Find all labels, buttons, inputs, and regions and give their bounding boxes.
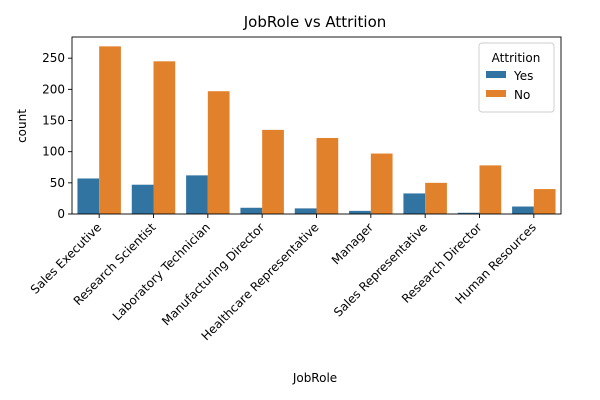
x-tick-label-sales-representative: Sales Representative xyxy=(331,220,430,319)
bar-yes-manufacturing-director xyxy=(240,207,263,214)
y-tick-label: 0 xyxy=(57,207,65,221)
bar-no-laboratory-technician xyxy=(207,91,230,214)
x-tick-label-healthcare-representative: Healthcare Representative xyxy=(199,220,322,343)
bar-yes-manager xyxy=(349,210,371,214)
y-tick-label: 100 xyxy=(42,145,65,159)
chart-title: JobRole vs Attrition xyxy=(243,13,387,31)
y-tick-label: 50 xyxy=(50,176,65,190)
bar-no-sales-executive xyxy=(99,46,121,215)
legend-label-no: No xyxy=(514,88,530,102)
legend-label-yes: Yes xyxy=(513,69,533,83)
bar-no-healthcare-representative xyxy=(316,137,339,214)
legend-title: Attrition xyxy=(492,51,541,65)
bar-no-research-director xyxy=(479,165,502,214)
bar-yes-human-resources xyxy=(512,206,534,214)
legend: Attrition Yes No xyxy=(478,42,555,113)
bar-no-research-scientist xyxy=(153,61,176,215)
bar-yes-research-director xyxy=(457,212,480,214)
bar-no-manager xyxy=(370,153,393,214)
bar-yes-sales-executive xyxy=(77,178,100,214)
x-tick-label-manager: Manager xyxy=(329,220,376,267)
y-axis-label: count xyxy=(15,109,29,143)
bar-no-sales-representative xyxy=(425,182,447,214)
y-tick-label: 150 xyxy=(42,114,65,128)
bar-no-human-resources xyxy=(533,189,556,214)
legend-swatch-yes xyxy=(486,71,506,78)
bars xyxy=(77,46,556,215)
axes-frame xyxy=(71,36,562,215)
bar-yes-healthcare-representative xyxy=(294,208,317,214)
bar-yes-research-scientist xyxy=(131,184,154,214)
y-tick-label: 250 xyxy=(42,51,65,65)
x-tick-label-laboratory-technician: Laboratory Technician xyxy=(110,220,213,323)
x-axis-label: JobRole xyxy=(292,371,337,385)
bar-no-manufacturing-director xyxy=(262,129,284,214)
y-tick-label: 200 xyxy=(42,82,65,96)
x-tick-label-manufacturing-director: Manufacturing Director xyxy=(159,220,267,328)
bar-yes-laboratory-technician xyxy=(186,175,208,214)
y-axis: 0 50 100 150 200 250 xyxy=(42,51,72,221)
plot-frame xyxy=(71,36,562,215)
legend-swatch-no xyxy=(486,90,506,97)
bar-yes-sales-representative xyxy=(403,193,426,214)
